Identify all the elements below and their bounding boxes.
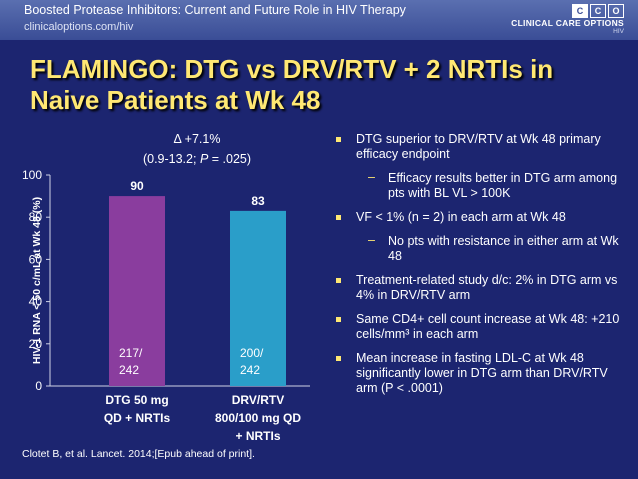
bullet-item: DTG superior to DRV/RTV at Wk 48 primary… [332, 132, 632, 162]
sub-bullet-item: – No pts with resistance in either arm at… [332, 233, 632, 264]
y-tick-label: 60 [29, 252, 43, 266]
clinical-care-options-logo: C C O CLINICAL CARE OPTIONS HIV [511, 4, 624, 36]
square-bullet-icon [336, 356, 341, 361]
header-url[interactable]: clinicaloptions.com/hiv [24, 21, 134, 33]
dash-bullet-icon: – [368, 170, 375, 184]
x-category-label: 800/100 mg QD [215, 411, 301, 425]
x-category-label: DTG 50 mg [105, 393, 168, 407]
bar-value-label: 90 [130, 179, 144, 193]
bullet-item: Mean increase in fasting LDL-C at Wk 48 … [332, 351, 632, 396]
x-category-label: + NRTIs [235, 429, 280, 443]
bullet-text: Same CD4+ cell count increase at Wk 48: … [356, 312, 620, 341]
square-bullet-icon [336, 317, 341, 322]
square-bullet-icon [336, 137, 341, 142]
header-bar: Boosted Protease Inhibitors: Current and… [0, 0, 638, 40]
logo-name: CLINICAL CARE OPTIONS [511, 18, 624, 28]
logo-letter-1: C [572, 4, 588, 18]
y-axis-title: HIV-1 RNA < 50 c/mL at Wk 48 (%) [31, 197, 43, 364]
bullet-text: Mean increase in fasting LDL-C at Wk 48 … [356, 351, 608, 395]
bar [109, 196, 165, 386]
bar-count-label: 200/ [240, 346, 264, 360]
logo-letter-2: C [590, 4, 606, 18]
y-tick-label: 0 [35, 379, 42, 393]
bullet-text: No pts with resistance in either arm at … [388, 234, 619, 263]
y-tick-label: 40 [29, 295, 43, 309]
bar-value-label: 83 [251, 194, 265, 208]
presentation-title: Boosted Protease Inhibitors: Current and… [24, 3, 406, 17]
delta-annotation: Δ +7.1% [174, 132, 221, 146]
bullet-text: Treatment-related study d/c: 2% in DTG a… [356, 273, 618, 302]
bar-chart: 0 20 40 60 80 100 HIV-1 RNA < 50 c/mL at Wk 48… [22, 132, 310, 443]
sub-bullet-item: – Efficacy results better in DTG arm amon… [332, 170, 632, 201]
bullet-item: VF < 1% (n = 2) in each arm at Wk 48 [332, 210, 632, 225]
logo-letter-3: O [608, 4, 624, 18]
logo-letter-boxes: C C O [572, 4, 624, 18]
dash-bullet-icon: – [368, 233, 375, 247]
bar [230, 210, 286, 386]
bar-count-label: 217/ [119, 346, 143, 360]
bullet-list: DTG superior to DRV/RTV at Wk 48 primary… [332, 132, 632, 405]
y-tick-label: 80 [29, 210, 43, 224]
bar-count-label: 242 [240, 363, 260, 377]
x-category-label: DRV/RTV [232, 393, 284, 407]
y-tick-label: 20 [29, 337, 43, 351]
slide-title-line-1: FLAMINGO: DTG vs DRV/RTV + 2 NRTIs in [30, 54, 554, 84]
slide-title-line-2: Naive Patients at Wk 48 [30, 85, 321, 115]
slide-title: FLAMINGO: DTG vs DRV/RTV + 2 NRTIs in Na… [30, 54, 620, 116]
square-bullet-icon [336, 278, 341, 283]
ci-annotation: (0.9-13.2; P = .025) [143, 152, 251, 166]
logo-subtitle: HIV [613, 28, 624, 35]
bullet-text: Efficacy results better in DTG arm among… [388, 171, 618, 200]
square-bullet-icon [336, 215, 341, 220]
y-tick-label: 100 [22, 168, 42, 182]
x-category-label: QD + NRTIs [104, 411, 171, 425]
bullet-item: Same CD4+ cell count increase at Wk 48: … [332, 312, 632, 342]
bullet-text: DTG superior to DRV/RTV at Wk 48 primary… [356, 132, 601, 161]
bullet-text: VF < 1% (n = 2) in each arm at Wk 48 [356, 210, 566, 224]
citation: Clotet B, et al. Lancet. 2014;[Epub ahea… [22, 448, 255, 460]
bar-count-label: 242 [119, 363, 139, 377]
bullet-item: Treatment-related study d/c: 2% in DTG a… [332, 273, 632, 303]
